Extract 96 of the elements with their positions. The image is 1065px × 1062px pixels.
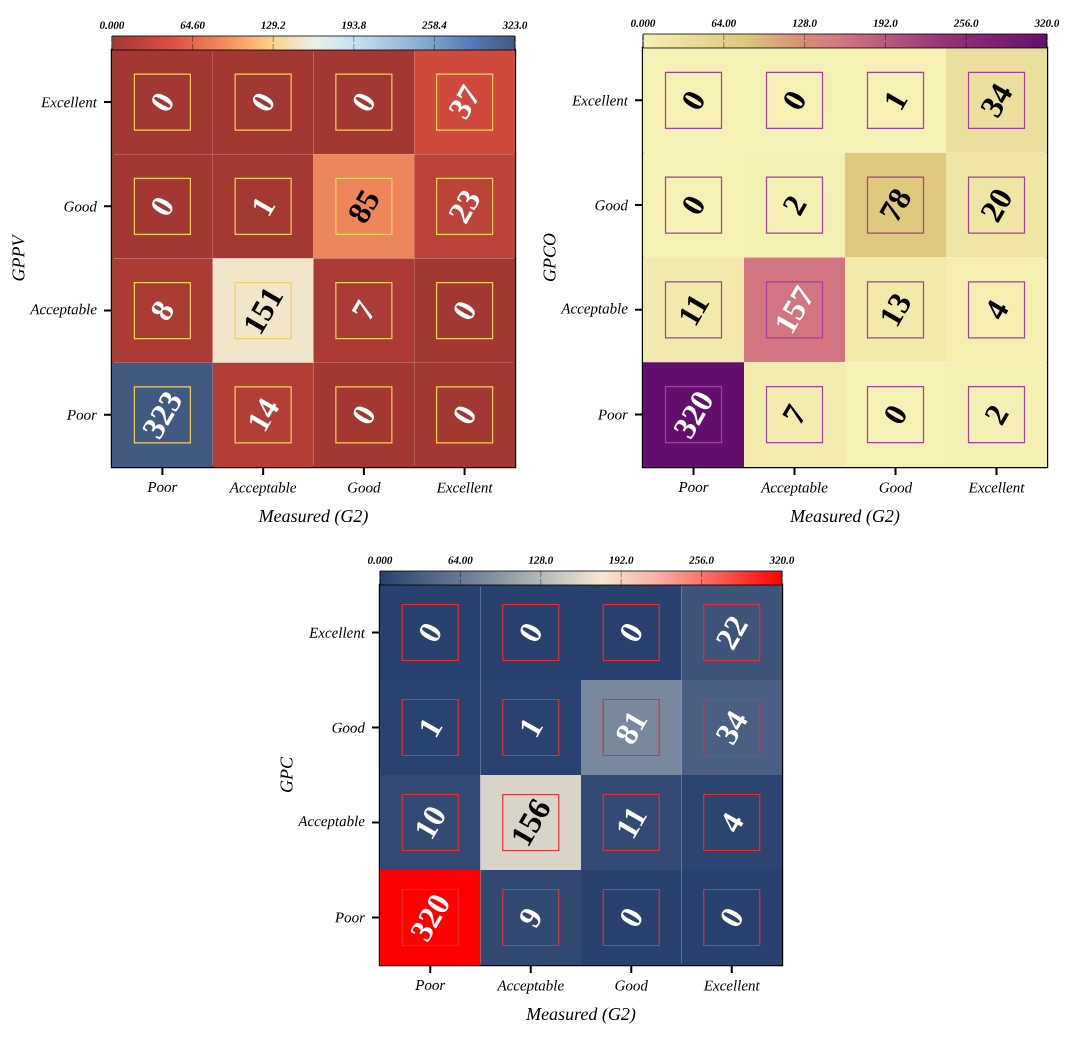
data-label: 0 — [721, 909, 742, 926]
color-bar-label: 193.8 — [341, 21, 367, 29]
color-bar-label: 320.0 — [769, 556, 795, 564]
data-label: 23 — [448, 190, 480, 225]
data-label: 0 — [353, 406, 375, 424]
y-tick-label: Poor — [597, 409, 628, 420]
color-bar-label: 129.2 — [261, 21, 286, 29]
data-label: 4 — [988, 300, 1009, 320]
data-label: 78 — [879, 189, 911, 222]
color-bar-label: 192.0 — [609, 556, 634, 564]
y-tick-label: Excellent — [571, 95, 629, 106]
y-tick-label: Good — [332, 722, 365, 733]
data-label: 85 — [349, 189, 379, 223]
y-axis-title: GPC — [280, 756, 293, 792]
x-axis-title: Measured (G2) — [525, 1007, 636, 1024]
data-label: 0 — [683, 91, 704, 109]
data-label: 20 — [980, 189, 1011, 224]
x-tick-label: Acceptable — [496, 980, 564, 994]
x-tick-label: Acceptable — [760, 482, 828, 496]
y-axis-title: GPPV — [12, 233, 25, 281]
data-label: 11 — [618, 808, 648, 839]
data-label: 14 — [250, 398, 279, 432]
x-tick-label: Excellent — [968, 482, 1025, 493]
data-label: 1 — [886, 92, 908, 111]
data-label: 0 — [885, 406, 906, 424]
data-label: 0 — [621, 909, 642, 926]
data-label: 22 — [716, 616, 749, 651]
color-bar-label: 192.0 — [873, 19, 898, 27]
data-label: 0 — [252, 93, 274, 111]
x-axis-title: Measured (G2) — [789, 509, 900, 526]
x-tick-label: Poor — [678, 482, 709, 493]
data-label: 1 — [521, 719, 544, 738]
x-tick-label: Good — [348, 482, 381, 493]
data-label: 157 — [777, 284, 812, 334]
data-label: 0 — [621, 624, 642, 641]
color-bar-label: 256.0 — [689, 556, 714, 564]
data-label: 0 — [683, 196, 704, 214]
data-label: 7 — [782, 403, 804, 424]
data-label: 9 — [520, 908, 541, 929]
color-bar-label: 323.0 — [502, 21, 528, 29]
data-label: 0 — [152, 93, 173, 111]
y-tick-label: Acceptable — [29, 303, 97, 318]
color-bar-label: 256.0 — [953, 19, 979, 27]
y-tick-label: Acceptable — [560, 303, 628, 317]
y-tick-label: Good — [64, 201, 97, 212]
x-tick-label: Good — [615, 980, 648, 991]
y-tick-label: Poor — [66, 409, 97, 420]
data-label: 2 — [984, 405, 1009, 426]
color-bar-label: 0.000 — [100, 21, 125, 29]
color-bar-label: 64.00 — [448, 556, 473, 564]
color-bar-label: 320.0 — [1034, 19, 1060, 27]
color-bar-label: 64.00 — [711, 19, 736, 27]
data-label: 7 — [351, 299, 373, 320]
color-bar-label: 0.000 — [368, 556, 393, 564]
data-label: 0 — [420, 624, 441, 641]
x-tick-label: Poor — [415, 980, 446, 991]
data-label: 0 — [454, 406, 475, 424]
data-label: 11 — [681, 296, 710, 327]
data-label: 0 — [520, 624, 541, 641]
data-label: 34 — [715, 710, 748, 746]
data-label: 34 — [980, 83, 1013, 119]
y-tick-label: Good — [595, 199, 628, 211]
data-label: 0 — [353, 93, 375, 111]
x-tick-label: Good — [879, 482, 913, 493]
data-label: 81 — [616, 712, 648, 744]
color-bar-label: 128.0 — [528, 556, 553, 564]
color-bar-label: 0.000 — [631, 19, 656, 27]
data-label: 1 — [421, 719, 443, 738]
x-tick-label: Acceptable — [229, 482, 297, 496]
y-tick-label: Excellent — [40, 96, 98, 108]
data-label: 156 — [513, 798, 550, 847]
data-label: 0 — [454, 302, 475, 320]
y-tick-label: Acceptable — [297, 815, 365, 830]
y-axis-title: GPCO — [543, 233, 556, 281]
data-label: 0 — [152, 197, 173, 215]
data-label: 8 — [151, 301, 174, 321]
data-label: 0 — [784, 91, 805, 109]
y-tick-label: Excellent — [308, 627, 366, 638]
data-label: 320 — [673, 392, 712, 440]
data-label: 13 — [882, 294, 910, 327]
color-bar-label: 258.4 — [421, 21, 447, 29]
data-label: 320 — [410, 895, 449, 943]
color-bar-label: 128.0 — [792, 19, 817, 27]
x-tick-label: Poor — [147, 482, 178, 493]
data-label: 4 — [723, 812, 744, 833]
data-label: 10 — [417, 807, 445, 840]
x-axis-title: Measured (G2) — [258, 509, 368, 526]
data-label: 37 — [448, 83, 478, 120]
x-tick-label: Excellent — [703, 980, 760, 991]
data-label: 2 — [782, 196, 807, 217]
x-tick-label: Excellent — [436, 482, 493, 493]
data-label: 151 — [246, 289, 284, 335]
color-bar-label: 64.60 — [180, 21, 205, 29]
data-label: 1 — [254, 198, 276, 217]
data-label: 323 — [142, 392, 181, 440]
y-tick-label: Poor — [334, 912, 365, 923]
